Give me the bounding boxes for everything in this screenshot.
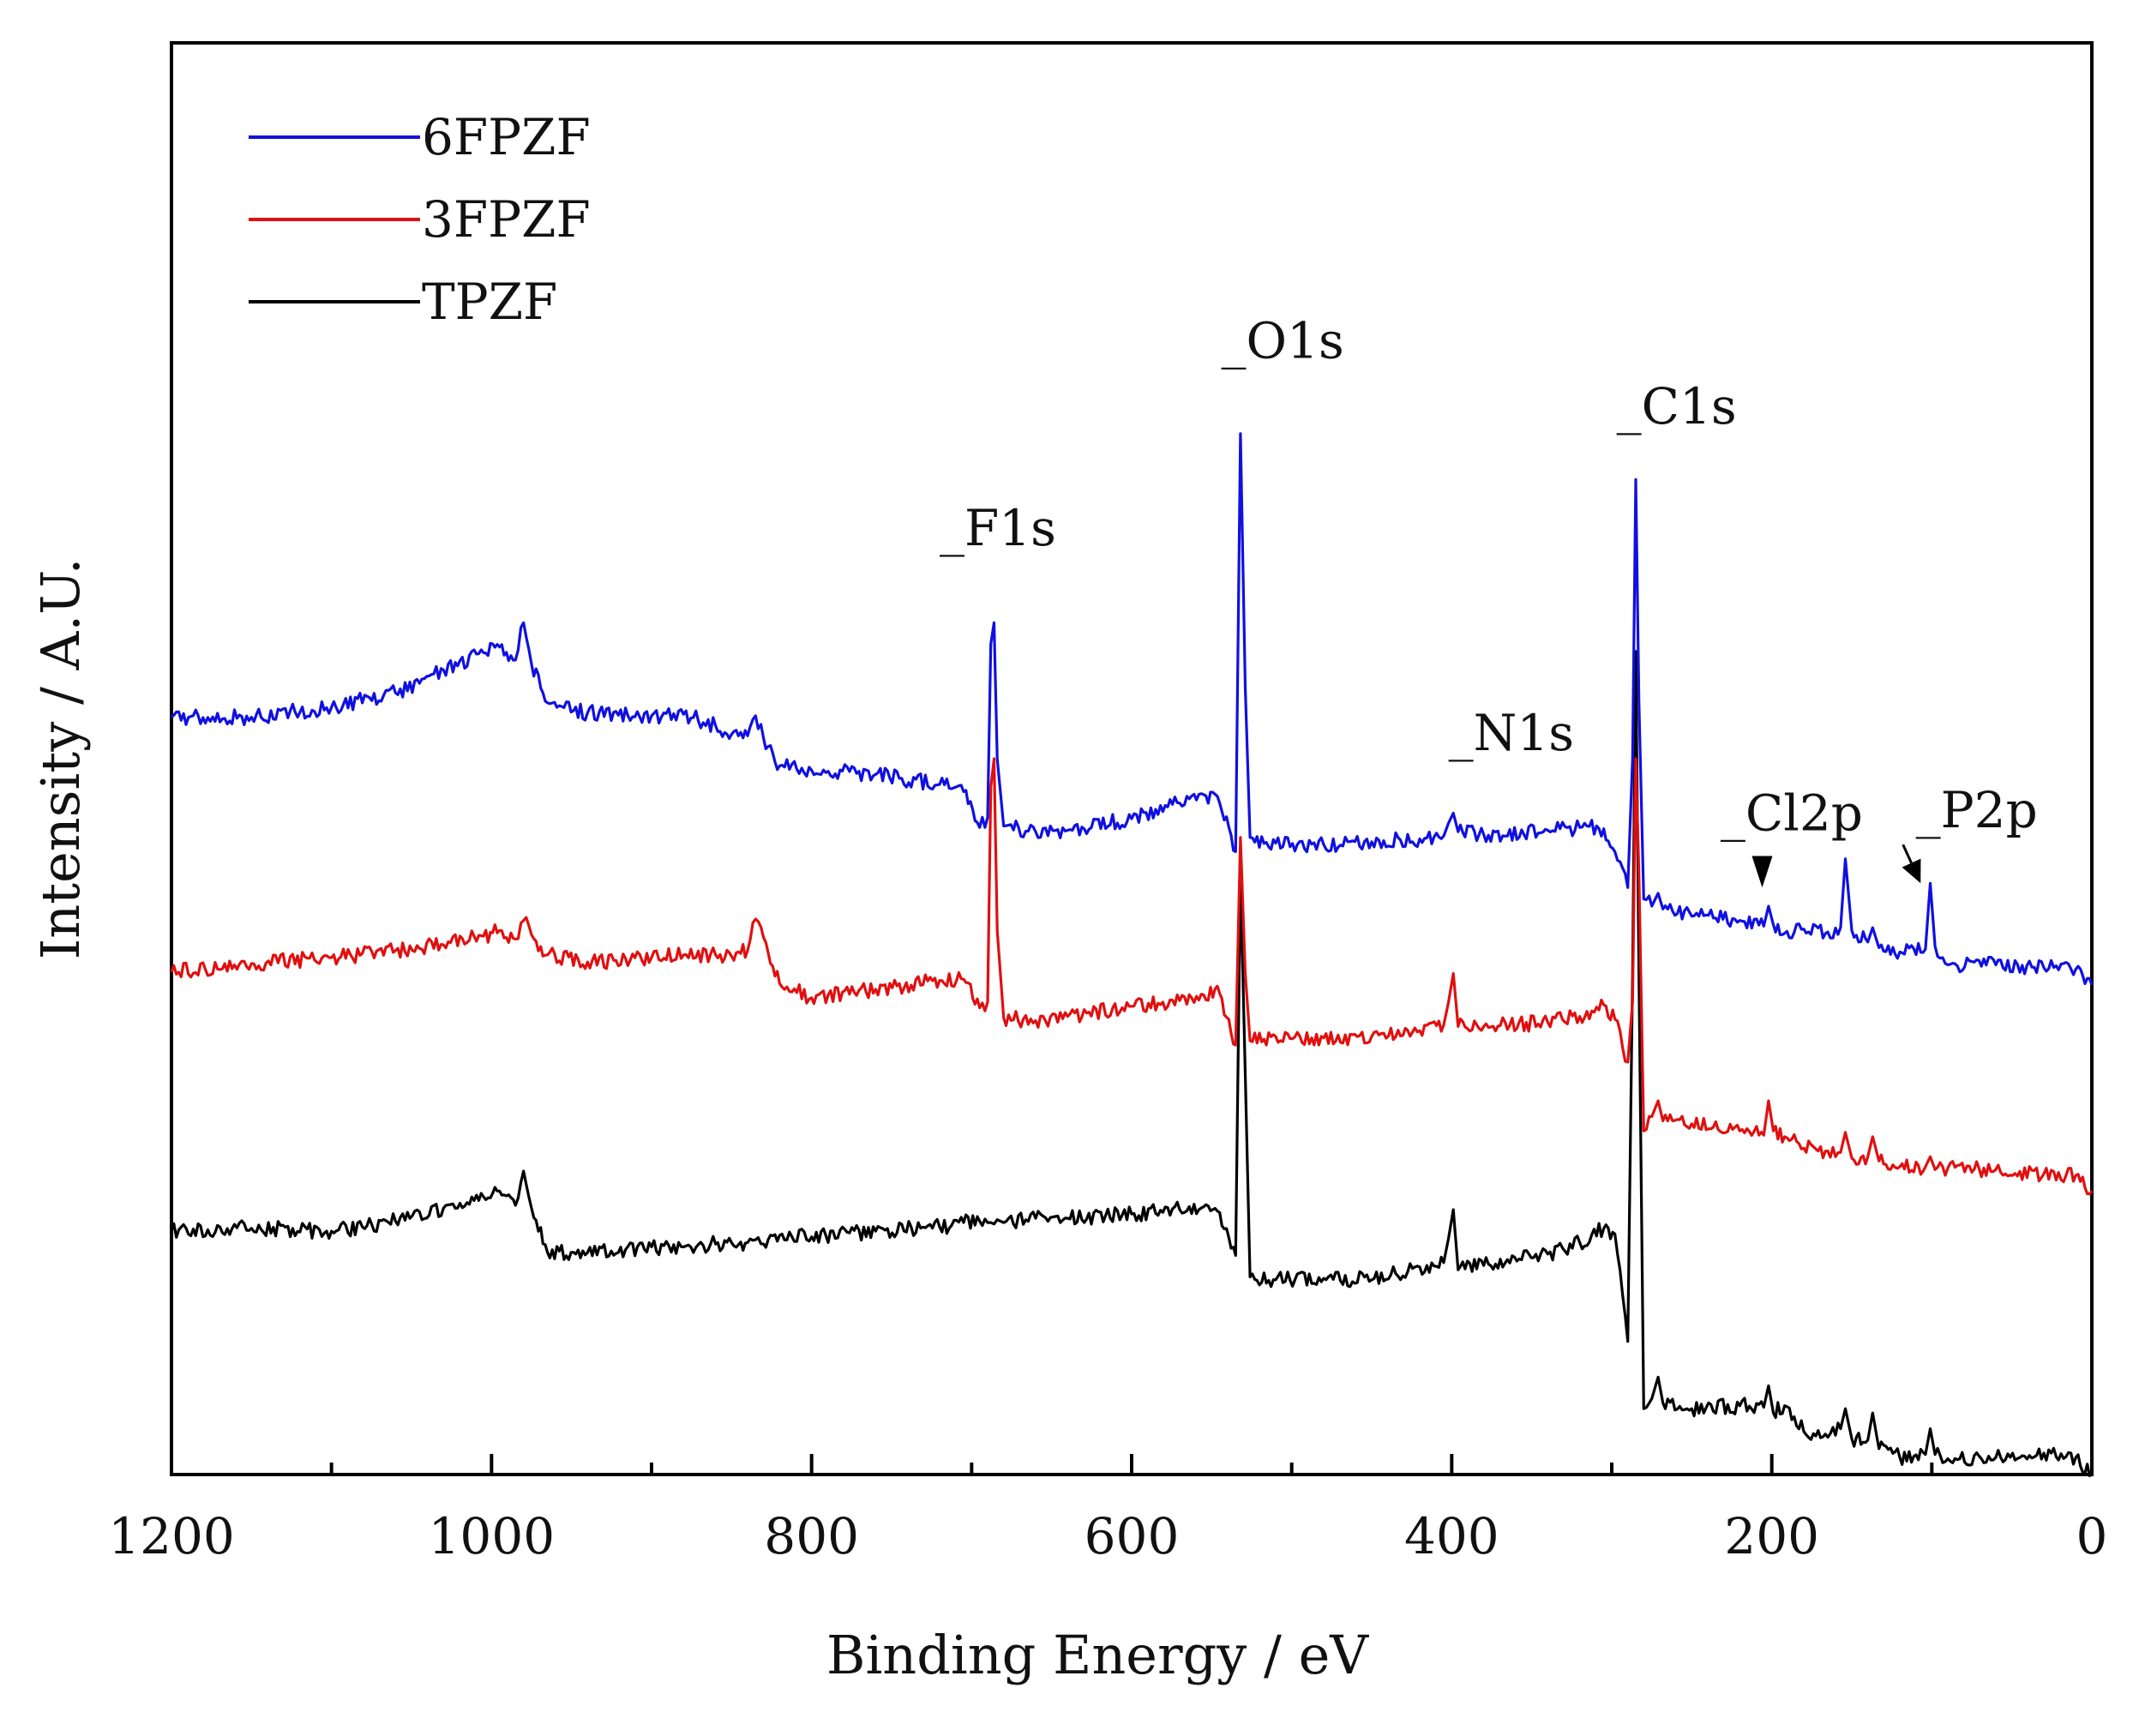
y-axis-title: Intensity / A.U.	[29, 558, 92, 960]
x-axis-title: Binding Energy / eV	[826, 1624, 1369, 1686]
arrow-p2p	[1902, 844, 1921, 884]
x-tick-label: 600	[1085, 1507, 1180, 1565]
annotation-o1s: _O1s	[1222, 311, 1344, 369]
annotation-cl2p: _Cl2p	[1721, 784, 1863, 843]
annotation-p2p: _P2p	[1916, 781, 2038, 839]
annotation-f1s: _F1s	[940, 499, 1056, 557]
x-tick-label: 400	[1404, 1507, 1499, 1565]
x-axis-tick-labels: 1200 1000 800 600 400 200 0	[108, 1507, 2107, 1565]
series-layer	[170, 432, 2094, 1478]
x-tick-label: 1000	[429, 1507, 556, 1565]
series-line-3fpzf	[170, 757, 2094, 1196]
x-tick-label: 1200	[108, 1507, 235, 1565]
x-tick-label: 0	[2076, 1507, 2108, 1565]
x-tick-label: 200	[1724, 1507, 1819, 1565]
legend: 6FPZF 3FPZF TPZF	[249, 108, 591, 331]
legend-label-tpzf: TPZF	[422, 273, 557, 331]
x-axis-ticks	[170, 1454, 2094, 1475]
annotation-c1s: _C1s	[1617, 377, 1737, 436]
peak-annotations: _F1s _O1s _C1s _N1s _Cl2p _P2p	[940, 311, 2038, 888]
annotation-n1s: _N1s	[1449, 704, 1574, 762]
x-tick-label: 800	[764, 1507, 859, 1565]
series-line-tpzf	[170, 650, 2093, 1478]
plot-frame	[170, 41, 2094, 1476]
series-line-6fpzf	[170, 432, 2094, 986]
legend-label-3fpzf: 3FPZF	[422, 190, 591, 249]
legend-label-6fpzf: 6FPZF	[422, 108, 591, 166]
arrow-cl2p	[1751, 856, 1773, 888]
